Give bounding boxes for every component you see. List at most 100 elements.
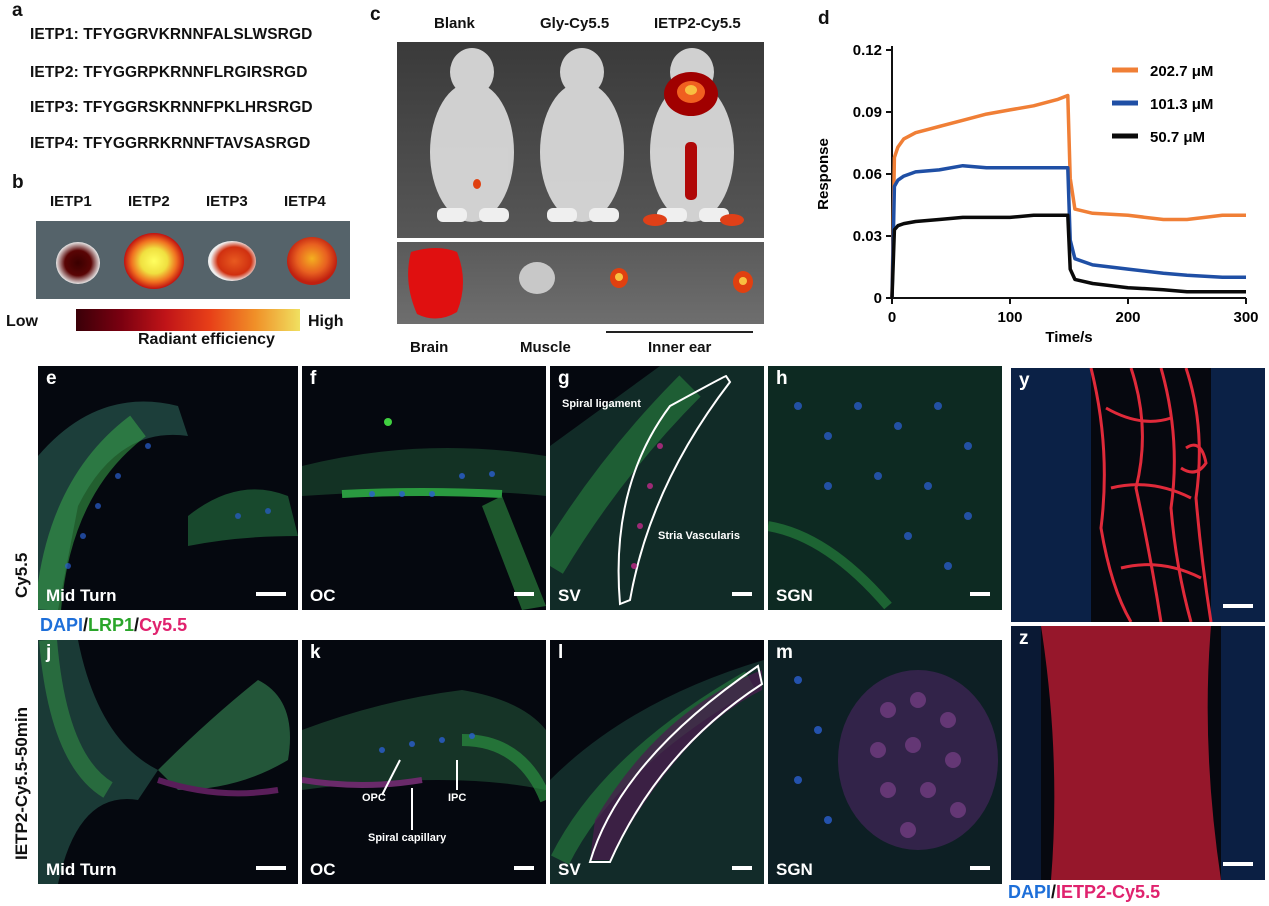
fluorescence-spots: [56, 233, 337, 289]
scale-bar-m: [970, 866, 990, 870]
micro-letter-g: g: [558, 368, 570, 389]
row-label-ietp2: IETP2-Cy5.5-50min: [12, 706, 31, 860]
organ-imaging-panel: [397, 242, 764, 324]
peptide-label-ietp1: IETP1: [50, 193, 92, 210]
chart-x-tick-label: 200: [1115, 309, 1140, 326]
row-label-cy55: Cy5.5: [12, 552, 31, 598]
micro-label-f: OC: [310, 586, 336, 605]
scale-bar-e: [256, 592, 286, 596]
micrograph-m-texture: [768, 640, 1002, 884]
radiant-scale-bar: [76, 309, 300, 331]
scale-bar-g: [732, 592, 752, 596]
legend2-ietp: IETP2-Cy5.5: [1056, 882, 1161, 902]
scale-title: Radiant efficiency: [138, 331, 275, 348]
legend2-dapi: DAPI: [1008, 882, 1052, 902]
fluorescence-strip: [36, 221, 350, 299]
micrograph-g-texture: [550, 366, 764, 610]
micrograph-e-texture: [38, 401, 298, 610]
micrograph-f: f OC: [302, 366, 546, 610]
scale-high-label: High: [308, 313, 344, 330]
chart-series-line-0: [890, 93, 1246, 299]
legend-lrp1: LRP1: [88, 615, 135, 635]
mouse-label-ietp2: IETP2-Cy5.5: [654, 15, 741, 32]
mouse-imaging-panel: [397, 42, 764, 238]
micrograph-j: j Mid Turn: [38, 640, 298, 884]
peptide-label-ietp3: IETP3: [206, 193, 248, 210]
scale-bar-l: [732, 866, 752, 870]
spr-chart: 0 100 200 300 0 0.03 0.06 0.09 0.12 Time/s Respons…: [815, 42, 1259, 346]
micrograph-l-texture: [550, 660, 764, 884]
micro-letter-l: l: [558, 642, 564, 663]
scale-bar-j: [256, 866, 286, 870]
annotation-spiral-capillary: Spiral capillary: [368, 832, 447, 844]
micrograph-z: z: [1011, 626, 1265, 880]
stain-legend-yz: DAPI/IETP2-Cy5.5: [1008, 882, 1160, 903]
legend-cy55: Cy5.5: [139, 615, 188, 635]
chart-x-tick-label: 0: [888, 309, 896, 326]
micrograph-y-texture: [1011, 368, 1265, 622]
micrograph-h: h SGN: [768, 366, 1002, 610]
chart-legend-label-2: 50.7 μM: [1150, 129, 1205, 146]
chart-series-line-2: [890, 213, 1246, 299]
peptide-label-ietp2: IETP2: [128, 193, 170, 210]
annotation-ipc: IPC: [448, 792, 467, 804]
chart-y-tick-label: 0.09: [853, 104, 882, 121]
legend-sep2: /: [134, 615, 140, 635]
chart-y-tick-label: 0.12: [853, 42, 882, 59]
micro-letter-z: z: [1019, 628, 1029, 649]
chart-series-line-1: [890, 163, 1246, 299]
mouse-silhouettes: [430, 48, 744, 226]
micrograph-l: l SV: [550, 640, 764, 884]
panel-c-letter: c: [370, 4, 381, 25]
annotation-stria-vascularis: Stria Vascularis: [658, 530, 740, 542]
panel-b-letter: b: [12, 172, 24, 193]
organ-images: [408, 248, 753, 319]
chart-y-label: Response: [815, 138, 832, 210]
micrograph-f-texture: [302, 418, 546, 610]
chart-y-tick-label: 0.06: [853, 166, 882, 183]
chart-x-tick-label: 300: [1233, 309, 1258, 326]
micrograph-h-texture: [768, 366, 1002, 610]
scale-bar-f: [514, 592, 534, 596]
legend-dapi: DAPI: [40, 615, 84, 635]
organ-label-muscle: Muscle: [520, 339, 571, 356]
legend2-sep: /: [1051, 882, 1057, 902]
micro-letter-m: m: [776, 642, 793, 663]
chart-x-label: Time/s: [1045, 329, 1092, 346]
sequence-ietp3: IETP3: TFYGGRSKRNNFPKLHRSRGD: [30, 99, 313, 116]
micrograph-z-texture: [1011, 626, 1265, 880]
micro-letter-j: j: [46, 642, 52, 663]
micro-label-j: Mid Turn: [46, 860, 117, 879]
micro-letter-f: f: [310, 368, 317, 389]
sequence-ietp4: IETP4: TFYGGRRKRNNFTAVSASRGD: [30, 135, 311, 152]
micro-letter-h: h: [776, 368, 788, 389]
scale-bar-h: [970, 592, 990, 596]
organ-label-brain: Brain: [410, 339, 449, 356]
inner-ear-bracket: [606, 331, 753, 333]
chart-y-tick-label: 0.03: [853, 228, 882, 245]
micro-label-l: SV: [558, 860, 581, 879]
sequence-ietp2: IETP2: TFYGGRPKRNNFLRGIRSRGD: [30, 64, 308, 81]
panel-a-letter: a: [12, 0, 23, 21]
panel-d-letter: d: [818, 8, 830, 29]
micro-label-m: SGN: [776, 860, 813, 879]
legend-sep1: /: [83, 615, 89, 635]
micro-letter-k: k: [310, 642, 321, 663]
micro-letter-y: y: [1019, 370, 1030, 391]
organ-label-inner-ear: Inner ear: [648, 339, 712, 356]
micrograph-j-texture: [38, 640, 290, 884]
scale-bar-z: [1223, 862, 1253, 866]
micrograph-m: m SGN: [768, 640, 1002, 884]
mouse-label-gly: Gly-Cy5.5: [540, 15, 610, 32]
micro-label-h: SGN: [776, 586, 813, 605]
scale-low-label: Low: [6, 313, 38, 330]
micrograph-g: g Spiral ligament Stria Vascularis SV: [550, 366, 764, 610]
peptide-label-ietp4: IETP4: [284, 193, 326, 210]
chart-legend-label-1: 101.3 μM: [1150, 96, 1213, 113]
chart-x-tick-label: 100: [997, 309, 1022, 326]
chart-y-tick-label: 0: [874, 290, 882, 307]
micrograph-k-texture: [302, 690, 546, 830]
stain-legend-row1: DAPI/LRP1/Cy5.5: [40, 615, 187, 636]
mouse-label-blank: Blank: [434, 15, 475, 32]
micro-label-e: Mid Turn: [46, 586, 117, 605]
